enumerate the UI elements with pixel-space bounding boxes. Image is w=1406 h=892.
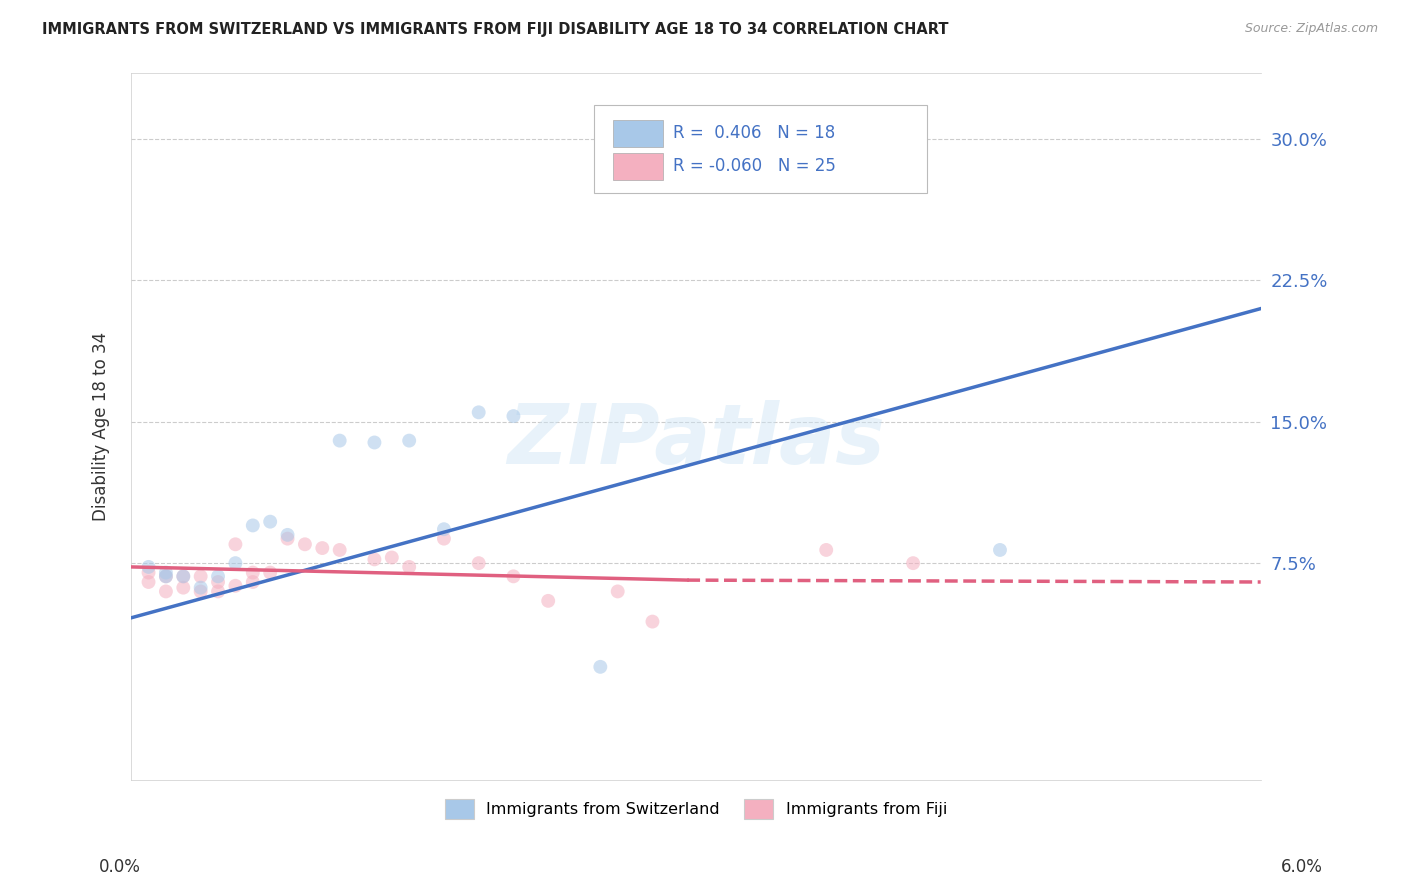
- Y-axis label: Disability Age 18 to 34: Disability Age 18 to 34: [93, 332, 110, 521]
- Point: [329, 543, 352, 558]
- Point: [224, 556, 246, 570]
- Point: [138, 574, 160, 589]
- Point: [294, 537, 316, 551]
- Point: [502, 409, 524, 423]
- Point: [207, 584, 229, 599]
- Point: [329, 434, 352, 448]
- Point: [155, 584, 177, 599]
- Point: [259, 566, 281, 580]
- Point: [398, 434, 420, 448]
- Point: [467, 405, 489, 419]
- Point: [172, 569, 194, 583]
- Point: [606, 584, 628, 599]
- Point: [190, 569, 212, 583]
- Point: [207, 569, 229, 583]
- Point: [277, 532, 299, 546]
- Point: [988, 543, 1011, 558]
- Legend: Immigrants from Switzerland, Immigrants from Fiji: Immigrants from Switzerland, Immigrants …: [439, 793, 953, 825]
- Point: [537, 594, 560, 608]
- Point: [138, 566, 160, 580]
- Point: [311, 541, 333, 555]
- Point: [242, 566, 264, 580]
- Point: [224, 537, 246, 551]
- Point: [172, 569, 194, 583]
- Text: R =  0.406   N = 18: R = 0.406 N = 18: [673, 124, 835, 142]
- Text: R = -0.060   N = 25: R = -0.060 N = 25: [673, 157, 837, 176]
- Text: 6.0%: 6.0%: [1281, 858, 1323, 876]
- Point: [502, 569, 524, 583]
- Point: [207, 574, 229, 589]
- Point: [433, 522, 456, 536]
- Point: [901, 556, 924, 570]
- Point: [467, 556, 489, 570]
- Point: [190, 584, 212, 599]
- Point: [242, 518, 264, 533]
- Text: 0.0%: 0.0%: [98, 858, 141, 876]
- Point: [381, 550, 404, 565]
- FancyBboxPatch shape: [613, 120, 664, 146]
- Point: [815, 543, 838, 558]
- Point: [155, 566, 177, 580]
- Point: [398, 560, 420, 574]
- Point: [224, 579, 246, 593]
- Point: [433, 532, 456, 546]
- Text: IMMIGRANTS FROM SWITZERLAND VS IMMIGRANTS FROM FIJI DISABILITY AGE 18 TO 34 CORR: IMMIGRANTS FROM SWITZERLAND VS IMMIGRANT…: [42, 22, 949, 37]
- Point: [138, 560, 160, 574]
- Point: [277, 528, 299, 542]
- Point: [190, 581, 212, 595]
- Point: [363, 435, 385, 450]
- Point: [155, 569, 177, 583]
- Point: [172, 581, 194, 595]
- Point: [259, 515, 281, 529]
- Point: [589, 660, 612, 674]
- Point: [641, 615, 664, 629]
- Point: [242, 574, 264, 589]
- Point: [155, 569, 177, 583]
- FancyBboxPatch shape: [595, 104, 928, 194]
- Point: [363, 552, 385, 566]
- FancyBboxPatch shape: [613, 153, 664, 179]
- Text: Source: ZipAtlas.com: Source: ZipAtlas.com: [1244, 22, 1378, 36]
- Text: ZIPatlas: ZIPatlas: [508, 401, 884, 481]
